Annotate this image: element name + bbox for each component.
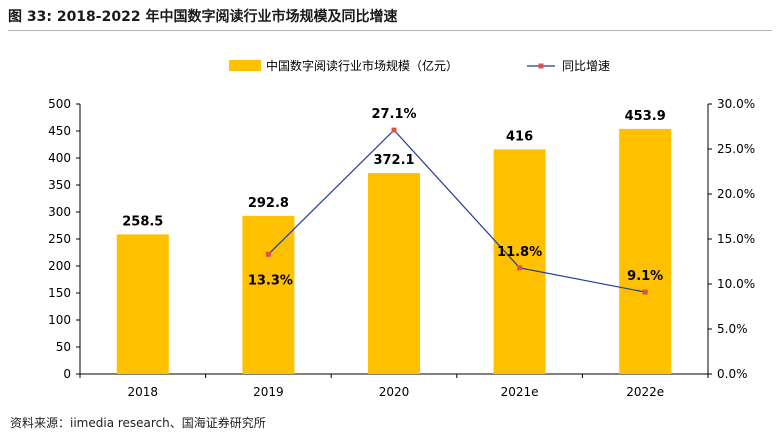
- legend-bar-swatch: [229, 60, 261, 71]
- right-tick-label: 0.0%: [717, 367, 748, 381]
- left-tick-label: 100: [48, 313, 71, 327]
- x-tick-label: 2022e: [626, 385, 664, 399]
- growth-point: [642, 289, 648, 295]
- right-tick-label: 15.0%: [717, 232, 755, 246]
- figure-title: 图 33: 2018-2022 年中国数字阅读行业市场规模及同比增速: [8, 9, 398, 25]
- growth-point: [517, 265, 523, 271]
- left-tick-label: 400: [48, 151, 71, 165]
- left-tick-label: 450: [48, 124, 71, 138]
- bar-value-label: 258.5: [122, 214, 163, 229]
- left-tick-label: 50: [56, 340, 71, 354]
- growth-value-label: 11.8%: [497, 245, 542, 260]
- legend-line-marker: [538, 63, 544, 69]
- axes: 0 50 100 150 200 250 300 350 400 450 500 0.0% 5.0% 10…: [48, 97, 755, 399]
- title-divider: [8, 30, 772, 31]
- right-tick-label: 20.0%: [717, 187, 755, 201]
- growth-point: [265, 251, 271, 257]
- bar: [493, 149, 546, 374]
- right-tick-label: 30.0%: [717, 97, 755, 111]
- x-tick-label: 2021e: [501, 385, 539, 399]
- left-tick-label: 350: [48, 178, 71, 192]
- bar: [116, 234, 169, 374]
- bar-line-chart: 中国数字阅读行业市场规模（亿元） 同比增速 0 50 100 150 200 250 300 3…: [48, 58, 755, 399]
- left-tick-label: 200: [48, 259, 71, 273]
- left-tick-label: 250: [48, 232, 71, 246]
- growth-value-label: 9.1%: [627, 269, 663, 284]
- left-tick-label: 0: [63, 367, 71, 381]
- legend-line-label: 同比增速: [562, 59, 610, 73]
- legend: 中国数字阅读行业市场规模（亿元） 同比增速: [229, 58, 610, 73]
- line-series: [265, 127, 648, 295]
- growth-value-label: 27.1%: [371, 107, 416, 122]
- growth-value-label: 13.3%: [248, 273, 293, 288]
- bar-value-label: 372.1: [373, 153, 414, 168]
- growth-line: [267, 129, 646, 293]
- legend-bar-label: 中国数字阅读行业市场规模（亿元）: [266, 58, 458, 73]
- bar-series: [116, 128, 672, 374]
- left-tick-label: 500: [48, 97, 71, 111]
- x-tick-label: 2020: [379, 385, 410, 399]
- bar: [242, 215, 295, 374]
- bar: [619, 128, 672, 374]
- x-tick-label: 2018: [128, 385, 159, 399]
- left-tick-label: 150: [48, 286, 71, 300]
- right-tick-label: 25.0%: [717, 142, 755, 156]
- left-tick-label: 300: [48, 205, 71, 219]
- x-tick-label: 2019: [253, 385, 284, 399]
- right-tick-label: 5.0%: [717, 322, 748, 336]
- bar-value-label: 453.9: [625, 109, 666, 124]
- bar-value-label: 292.8: [248, 196, 289, 211]
- right-tick-label: 10.0%: [717, 277, 755, 291]
- data-labels: 258.5 292.8 372.1 416 453.9 13.3% 27.1% 11.8% 9.…: [122, 107, 666, 288]
- growth-point: [391, 127, 397, 133]
- bar: [368, 173, 420, 374]
- source-note: 资料来源：iimedia research、国海证券研究所: [10, 416, 266, 430]
- bar-value-label: 416: [506, 129, 533, 144]
